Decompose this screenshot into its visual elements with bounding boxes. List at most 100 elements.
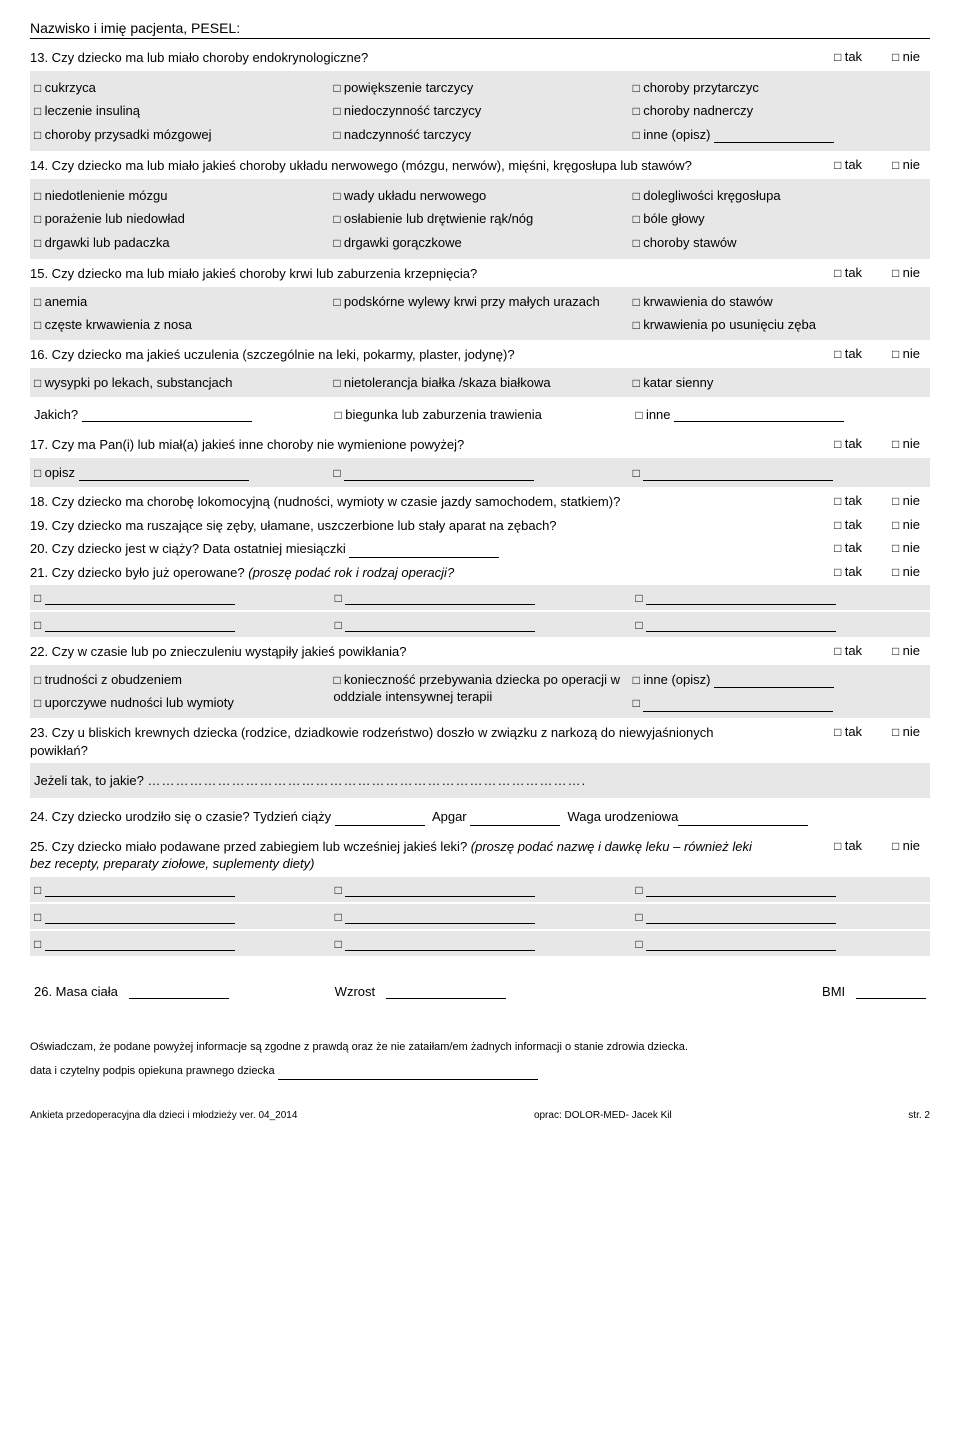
- q16-biegunka[interactable]: biegunka lub zaburzenia trawienia: [335, 407, 542, 422]
- q14-wady[interactable]: wady układu nerwowego: [333, 187, 626, 205]
- q16-tak[interactable]: tak: [834, 346, 862, 361]
- q18-tak[interactable]: tak: [834, 493, 862, 508]
- q14-kregoslup[interactable]: dolegliwości kręgosłupa: [633, 187, 926, 205]
- q25-b9[interactable]: [635, 936, 646, 951]
- q21-b1[interactable]: [34, 590, 45, 605]
- q22-tak[interactable]: tak: [834, 643, 862, 658]
- q19-nie[interactable]: nie: [892, 517, 920, 532]
- q16-options-r1: wysypki po lekach, substancjach nietoler…: [30, 368, 930, 398]
- q24-text: 24. Czy dziecko urodziło się o czasie? T…: [30, 808, 930, 826]
- q14-tak[interactable]: tak: [834, 157, 862, 172]
- q17-options: opisz: [30, 458, 930, 488]
- q25-b8[interactable]: [335, 936, 346, 951]
- q25-blanks-3: [30, 931, 930, 956]
- q15-anemia[interactable]: anemia: [34, 293, 327, 311]
- q21-b3[interactable]: [635, 590, 646, 605]
- q17-tak[interactable]: tak: [834, 436, 862, 451]
- q14-nie[interactable]: nie: [892, 157, 920, 172]
- q19-tak[interactable]: tak: [834, 517, 862, 532]
- q22-nudnosci[interactable]: uporczywe nudności lub wymioty: [34, 694, 327, 712]
- q22-oit[interactable]: konieczność przebywania dziecka po opera…: [333, 671, 626, 706]
- q23-text: 23. Czy u bliskich krewnych dziecka (rod…: [30, 724, 780, 759]
- q21-b2[interactable]: [335, 590, 346, 605]
- q22-row: 22. Czy w czasie lub po znieczuleniu wys…: [30, 639, 930, 663]
- q17-nie[interactable]: nie: [892, 436, 920, 451]
- q17-blank2[interactable]: [333, 464, 626, 482]
- q22-inne[interactable]: inne (opisz): [633, 671, 926, 689]
- q21-nie[interactable]: nie: [892, 564, 920, 579]
- q15-text: 15. Czy dziecko ma lub miało jakieś chor…: [30, 265, 780, 283]
- q16-katar[interactable]: katar sienny: [633, 374, 926, 392]
- q21-tak[interactable]: tak: [834, 564, 862, 579]
- q16-text: 16. Czy dziecko ma jakieś uczulenia (szc…: [30, 346, 780, 364]
- q13-tak[interactable]: tak: [834, 49, 862, 64]
- q13-cukrzyca[interactable]: cukrzyca: [34, 79, 327, 97]
- q14-goraczkowe[interactable]: drgawki gorączkowe: [333, 234, 626, 252]
- q23-tak[interactable]: tak: [834, 724, 862, 739]
- q21-b6[interactable]: [635, 617, 646, 632]
- q14-niedotlenienie[interactable]: niedotlenienie mózgu: [34, 187, 327, 205]
- q22-blank[interactable]: [633, 694, 926, 712]
- q14-stawow[interactable]: choroby stawów: [633, 234, 926, 252]
- q22-nie[interactable]: nie: [892, 643, 920, 658]
- q25-b6[interactable]: [635, 909, 646, 924]
- declaration: Oświadczam, że podane powyżej informacje…: [30, 1039, 930, 1056]
- q25-tak[interactable]: tak: [834, 838, 862, 853]
- q17-opisz[interactable]: opisz: [34, 464, 327, 482]
- q14-row: 14. Czy dziecko ma lub miało jakieś chor…: [30, 153, 930, 177]
- q20-tak[interactable]: tak: [834, 540, 862, 555]
- q25-b1[interactable]: [34, 882, 45, 897]
- q25-nie[interactable]: nie: [892, 838, 920, 853]
- q23-sub: Jeżeli tak, to jakie? …………………………………………………: [30, 763, 930, 798]
- q13-row: 13. Czy dziecko ma lub miało choroby end…: [30, 45, 930, 69]
- q13-niedoczynnosc[interactable]: niedoczynność tarczycy: [333, 102, 626, 120]
- q17-blank3[interactable]: [633, 464, 926, 482]
- q21-text: 21. Czy dziecko było już operowane? (pro…: [30, 564, 780, 582]
- q13-powiekszenie[interactable]: powiększenie tarczycy: [333, 79, 626, 97]
- q14-oslabienie[interactable]: osłabienie lub drętwienie rąk/nóg: [333, 210, 626, 228]
- q21-b5[interactable]: [335, 617, 346, 632]
- q15-row: 15. Czy dziecko ma lub miało jakieś chor…: [30, 261, 930, 285]
- q13-przysadka[interactable]: choroby przysadki mózgowej: [34, 126, 327, 144]
- q14-porazenie[interactable]: porażenie lub niedowład: [34, 210, 327, 228]
- q25-b7[interactable]: [34, 936, 45, 951]
- q25-b4[interactable]: [34, 909, 45, 924]
- q25-b5[interactable]: [335, 909, 346, 924]
- q25-blanks-1: [30, 877, 930, 902]
- q16-row: 16. Czy dziecko ma jakieś uczulenia (szc…: [30, 342, 930, 366]
- q16-wysypki[interactable]: wysypki po lekach, substancjach: [34, 374, 327, 392]
- q14-drgawki[interactable]: drgawki lub padaczka: [34, 234, 327, 252]
- q15-zeba[interactable]: krwawienia po usunięciu zęba: [633, 316, 926, 334]
- q25-text: 25. Czy dziecko miało podawane przed zab…: [30, 838, 780, 873]
- q23-jakie: Jeżeli tak, to jakie? …………………………………………………: [34, 773, 586, 788]
- q15-tak[interactable]: tak: [834, 265, 862, 280]
- q15-nosa[interactable]: częste krwawienia z nosa: [34, 316, 327, 334]
- q13-insulina[interactable]: leczenie insuliną: [34, 102, 327, 120]
- q13-nadczynnosc[interactable]: nadczynność tarczycy: [333, 126, 626, 144]
- q16-nie[interactable]: nie: [892, 346, 920, 361]
- q22-text: 22. Czy w czasie lub po znieczuleniu wys…: [30, 643, 780, 661]
- q20-row: 20. Czy dziecko jest w ciąży? Data ostat…: [30, 536, 930, 560]
- q21-blanks-1: [30, 585, 930, 610]
- q13-inne[interactable]: inne (opisz): [633, 126, 926, 144]
- q23-nie[interactable]: nie: [892, 724, 920, 739]
- q15-wylewy[interactable]: podskórne wylewy krwi przy małych urazac…: [333, 293, 626, 311]
- q25-b2[interactable]: [335, 882, 346, 897]
- q13-text: 13. Czy dziecko ma lub miało choroby end…: [30, 49, 780, 67]
- q13-przytarczyc[interactable]: choroby przytarczyc: [633, 79, 926, 97]
- q22-obudzenie[interactable]: trudności z obudzeniem: [34, 671, 327, 689]
- q13-nadnerczy[interactable]: choroby nadnerczy: [633, 102, 926, 120]
- signature-line: data i czytelny podpis opiekuna prawnego…: [30, 1063, 930, 1080]
- q15-nie[interactable]: nie: [892, 265, 920, 280]
- q21-b4[interactable]: [34, 617, 45, 632]
- q16-options-r2: Jakich? biegunka lub zaburzenia trawieni…: [30, 399, 930, 430]
- q13-nie[interactable]: nie: [892, 49, 920, 64]
- q18-nie[interactable]: nie: [892, 493, 920, 508]
- q16-inne[interactable]: inne: [635, 407, 670, 422]
- q16-bialka[interactable]: nietolerancja białka /skaza białkowa: [333, 374, 626, 392]
- q20-nie[interactable]: nie: [892, 540, 920, 555]
- q18-text: 18. Czy dziecko ma chorobę lokomocyjną (…: [30, 493, 780, 511]
- q25-b3[interactable]: [635, 882, 646, 897]
- q15-stawow[interactable]: krwawienia do stawów: [633, 293, 926, 311]
- q14-bole-glowy[interactable]: bóle głowy: [633, 210, 926, 228]
